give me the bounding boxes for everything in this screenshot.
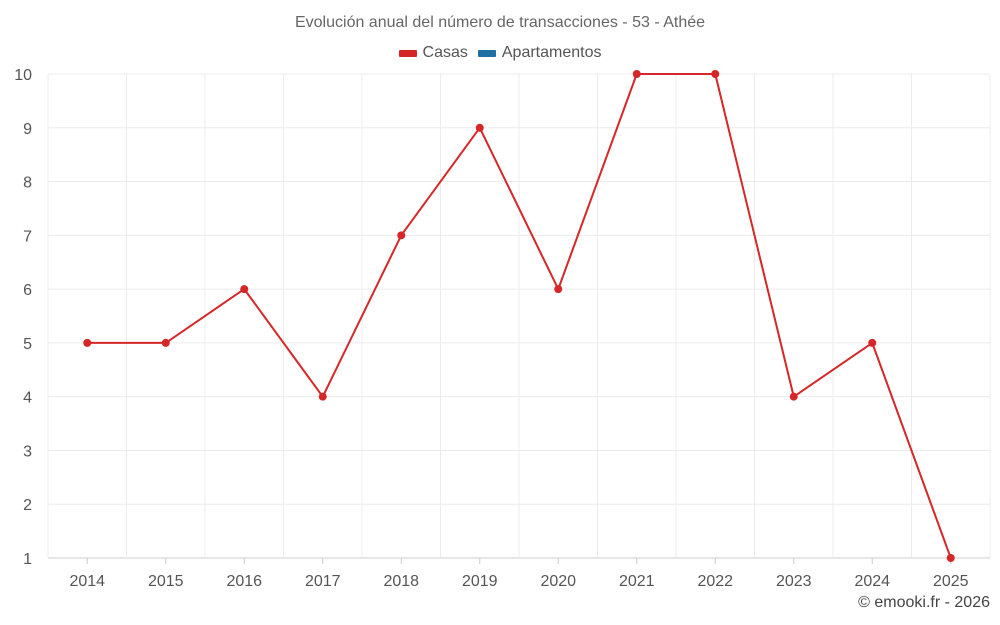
y-tick-label: 9 [23, 121, 32, 138]
legend-swatch-casas [398, 49, 417, 57]
data-point [397, 231, 406, 240]
y-tick-label: 5 [23, 336, 32, 353]
x-tick-label: 2016 [226, 573, 262, 590]
data-point [711, 70, 720, 78]
x-tick-label: 2022 [697, 573, 733, 590]
data-point [318, 392, 327, 401]
y-tick-label: 2 [23, 497, 32, 514]
y-tick-label: 3 [23, 443, 32, 460]
x-tick-label: 2021 [619, 573, 655, 590]
copyright-text: © emooki.fr - 2026 [858, 594, 990, 611]
x-tick-label: 2014 [69, 573, 105, 590]
data-point [161, 338, 170, 347]
x-tick-label: 2025 [933, 573, 969, 590]
x-tick-label: 2023 [776, 573, 812, 590]
chart-title: Evolución anual del número de transaccio… [294, 14, 706, 31]
y-tick-label: 8 [23, 175, 32, 192]
data-point [554, 285, 563, 294]
y-tick-label: 4 [23, 390, 32, 407]
series-line-casas [87, 73, 952, 559]
legend-label-apartamentos: Apartamentos [501, 44, 602, 61]
y-tick-label: 10 [14, 67, 32, 84]
x-tick-label: 2019 [462, 573, 498, 590]
legend-swatch-apartamentos [477, 49, 496, 57]
y-tick-label: 6 [23, 282, 32, 299]
data-point [789, 392, 798, 401]
data-point [868, 338, 877, 347]
x-tick-label: 2017 [305, 573, 341, 590]
data-point [632, 70, 641, 78]
y-tick-label: 1 [23, 551, 32, 568]
x-tick-label: 2018 [383, 573, 419, 590]
data-point [240, 285, 249, 294]
legend: Casas Apartamentos [0, 44, 1000, 62]
legend-label-casas: Casas [422, 44, 468, 61]
x-tick-label: 2024 [854, 573, 890, 590]
data-point [83, 338, 92, 347]
legend-item-apartamentos[interactable]: Apartamentos [477, 44, 602, 62]
legend-item-casas[interactable]: Casas [398, 44, 468, 62]
x-tick-label: 2020 [540, 573, 576, 590]
data-point [946, 554, 955, 562]
data-point [475, 123, 484, 132]
x-tick-label: 2015 [148, 573, 184, 590]
y-tick-label: 7 [23, 228, 32, 245]
